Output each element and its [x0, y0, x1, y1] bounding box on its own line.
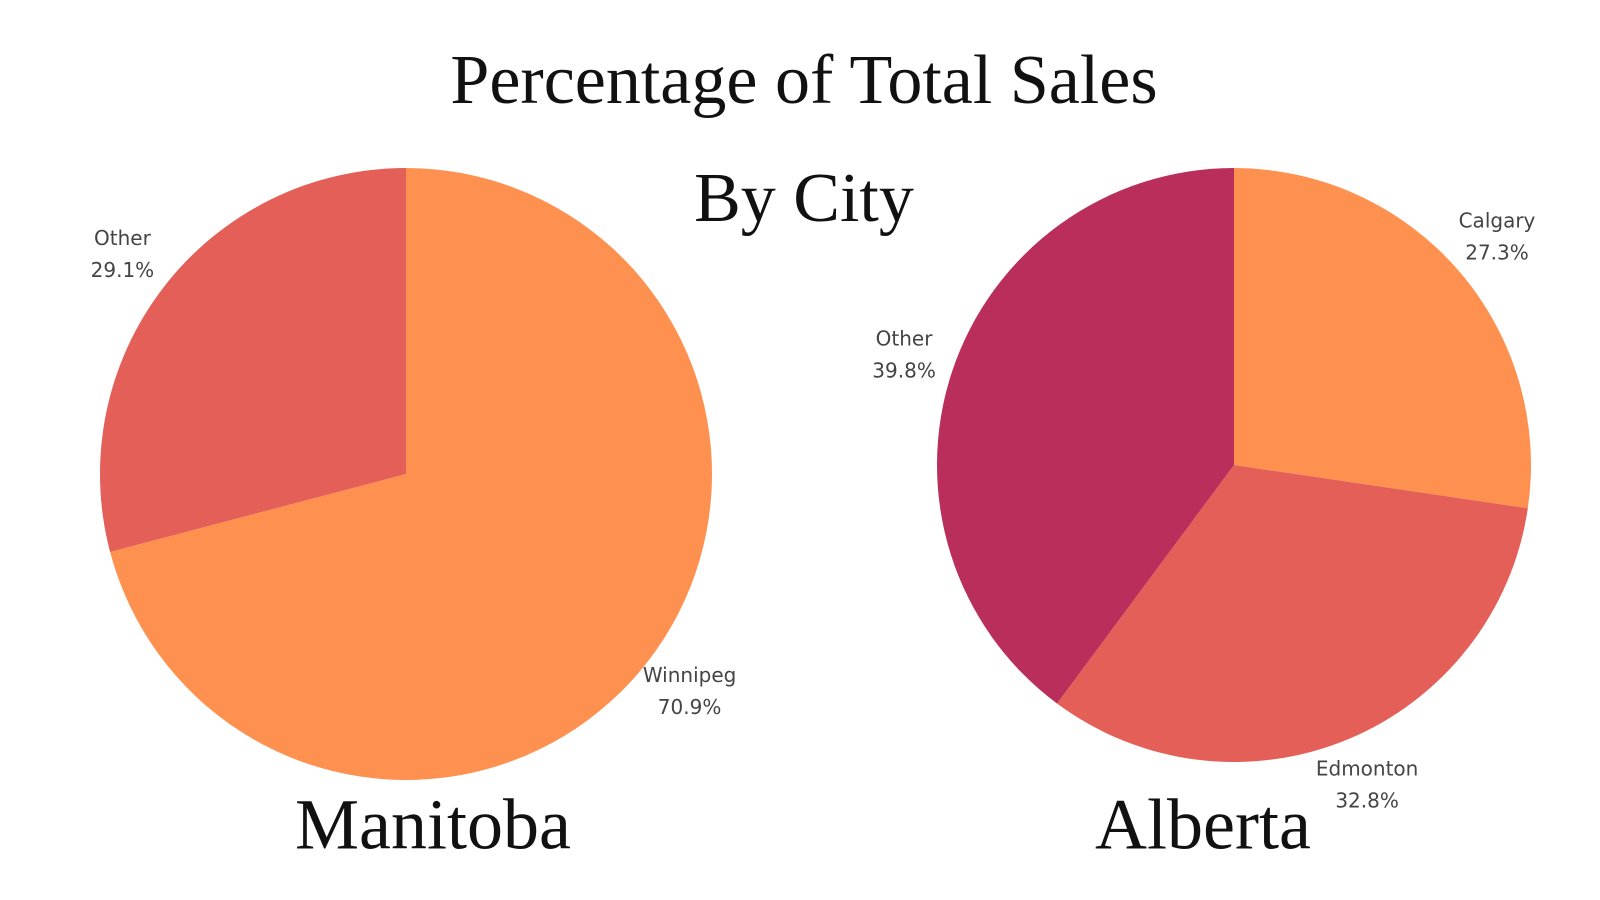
slice-value-label: 39.8%: [872, 358, 936, 382]
slice-label: Winnipeg: [643, 663, 737, 687]
pie-slice: [110, 168, 713, 780]
pie-title: Alberta: [1095, 785, 1311, 865]
pie-title: Manitoba: [295, 785, 571, 865]
slice-label: Other: [876, 326, 934, 350]
pie-slice: [936, 168, 1234, 704]
pie-slice: [99, 168, 407, 552]
chart-title: Percentage of Total Sales: [450, 42, 1157, 119]
slice-label: Edmonton: [1316, 756, 1418, 780]
slice-value-label: 32.8%: [1335, 788, 1399, 812]
chart-subtitle: By City: [694, 160, 914, 237]
slice-label: Other: [94, 226, 152, 250]
pie-slice: [1057, 465, 1528, 762]
slice-value-label: 27.3%: [1465, 240, 1529, 264]
slice-value-label: 70.9%: [658, 695, 722, 719]
slice-label: Calgary: [1459, 208, 1536, 232]
pie-slice: [1234, 168, 1531, 509]
slice-value-label: 29.1%: [91, 258, 155, 282]
